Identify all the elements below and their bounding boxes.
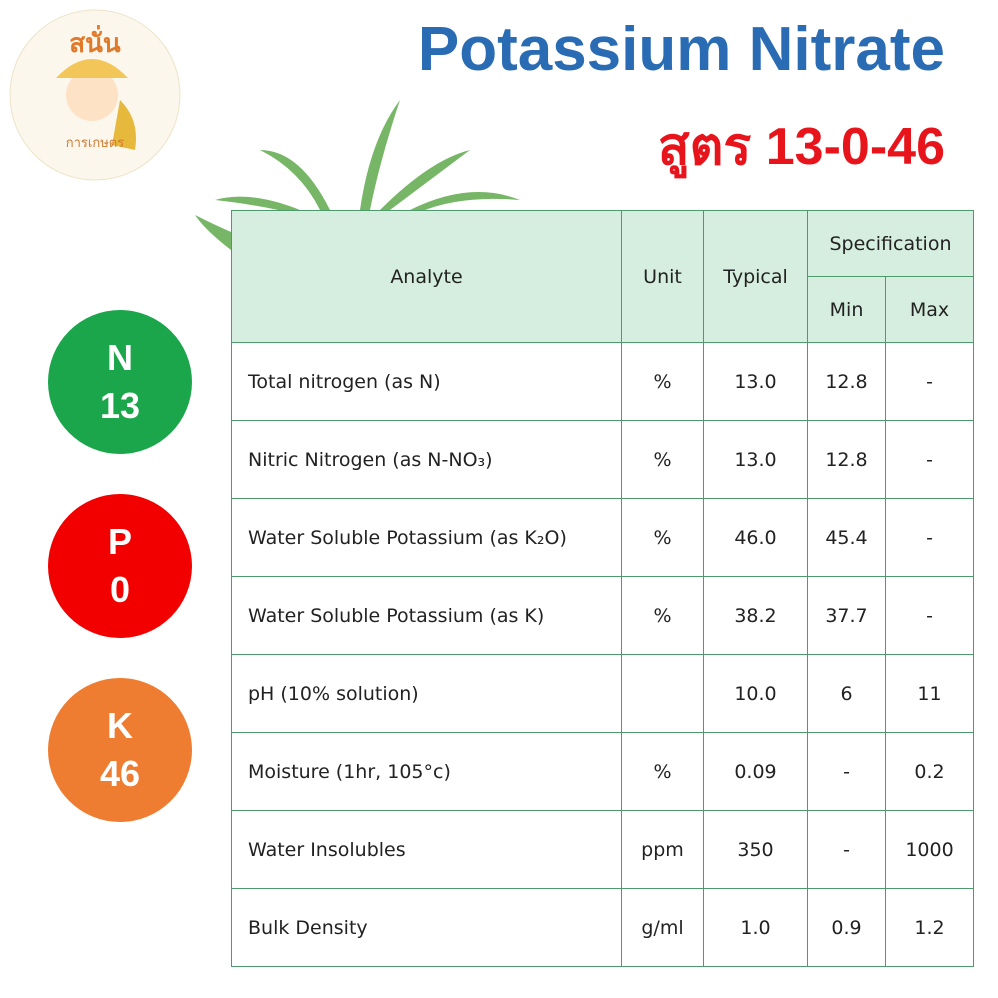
table-cell xyxy=(621,654,704,733)
table-cell: % xyxy=(621,342,704,421)
header-cell: Analyte xyxy=(231,210,622,343)
subtitle: สูตร 13-0-46 xyxy=(657,118,945,176)
header-cell: Min xyxy=(807,276,886,343)
table-cell: 12.8 xyxy=(807,342,886,421)
table-cell: ppm xyxy=(621,810,704,889)
nutrient-badge: K 46 xyxy=(48,678,192,822)
table-cell: 0.9 xyxy=(807,888,886,967)
table-cell: 38.2 xyxy=(703,576,808,655)
table-cell: 11 xyxy=(885,654,974,733)
nutrient-letter: P xyxy=(107,521,132,562)
table-cell: Moisture (1hr, 105°c) xyxy=(231,732,622,811)
table-cell: 1.0 xyxy=(703,888,808,967)
table-cell: - xyxy=(885,342,974,421)
table-row: Water Soluble Potassium (as K)% 38.2 37.7- xyxy=(231,576,974,655)
table-cell: 1000 xyxy=(885,810,974,889)
logo-face xyxy=(66,69,118,121)
nutrient-badge: N 13 xyxy=(48,310,192,454)
logo-name: สนั่น xyxy=(69,24,121,59)
table-cell: - xyxy=(885,576,974,655)
table-cell: 1.2 xyxy=(885,888,974,967)
table-row: Water Soluble Potassium (as K₂O)% 46.0 45.… xyxy=(231,498,974,577)
table-cell: % xyxy=(621,498,704,577)
table-body: Total nitrogen (as N)% 13.0 12.8- Nitric Ni… xyxy=(231,342,974,967)
spec-table: Analyte Unit Typical Specification Min M… xyxy=(231,210,974,967)
table-cell: 6 xyxy=(807,654,886,733)
table-row: Bulk Density g/ml 1.0 0.9 1.2 xyxy=(231,888,974,967)
table-cell: % xyxy=(621,732,704,811)
table-cell: - xyxy=(807,810,886,889)
header-cell: Unit xyxy=(621,210,704,343)
header-cell: Specification xyxy=(807,210,974,277)
table-cell: Bulk Density xyxy=(231,888,622,967)
table-cell: 10.0 xyxy=(703,654,808,733)
table-cell: g/ml xyxy=(621,888,704,967)
table-cell: Water Soluble Potassium (as K) xyxy=(231,576,622,655)
table-cell: 13.0 xyxy=(703,420,808,499)
table-cell: - xyxy=(885,498,974,577)
table-row: Total nitrogen (as N)% 13.0 12.8- xyxy=(231,342,974,421)
table-cell: - xyxy=(885,420,974,499)
table-cell: 46.0 xyxy=(703,498,808,577)
table-cell: - xyxy=(807,732,886,811)
nutrient-value: 46 xyxy=(99,753,141,794)
table-cell: 37.7 xyxy=(807,576,886,655)
nutrient-value: 13 xyxy=(99,385,141,426)
nutrient-letter: N xyxy=(107,337,133,378)
table-cell: Nitric Nitrogen (as N-NO₃) xyxy=(231,420,622,499)
table-cell: % xyxy=(621,576,704,655)
plant xyxy=(195,100,520,250)
nutrient-value: 0 xyxy=(109,569,131,610)
table-cell: 13.0 xyxy=(703,342,808,421)
header-cell: Max xyxy=(885,276,974,343)
table-cell: 350 xyxy=(703,810,808,889)
logo-hat xyxy=(56,59,128,78)
table-cell: Water Insolubles xyxy=(231,810,622,889)
logo-rice xyxy=(112,100,136,150)
table-cell: 12.8 xyxy=(807,420,886,499)
table-row: pH (10% solution) 10.0 6 11 xyxy=(231,654,974,733)
table-row: Nitric Nitrogen (as N-NO₃)% 13.0 12.8- xyxy=(231,420,974,499)
table-cell: Total nitrogen (as N) xyxy=(231,342,622,421)
table-row: Moisture (1hr, 105°c)% 0.09-0.2 xyxy=(231,732,974,811)
table-cell: pH (10% solution) xyxy=(231,654,622,733)
table-cell: 0.09 xyxy=(703,732,808,811)
title: Potassium Nitrate xyxy=(417,15,945,84)
table-cell: Water Soluble Potassium (as K₂O) xyxy=(231,498,622,577)
table-row: Water Insolubles ppm 350-1000 xyxy=(231,810,974,889)
header-cell: Typical xyxy=(703,210,808,343)
table-cell: 0.2 xyxy=(885,732,974,811)
table-cell: 45.4 xyxy=(807,498,886,577)
nutrient-letter: K xyxy=(107,705,133,746)
logo-subtitle: การเกษตร xyxy=(66,136,124,151)
table-cell: % xyxy=(621,420,704,499)
